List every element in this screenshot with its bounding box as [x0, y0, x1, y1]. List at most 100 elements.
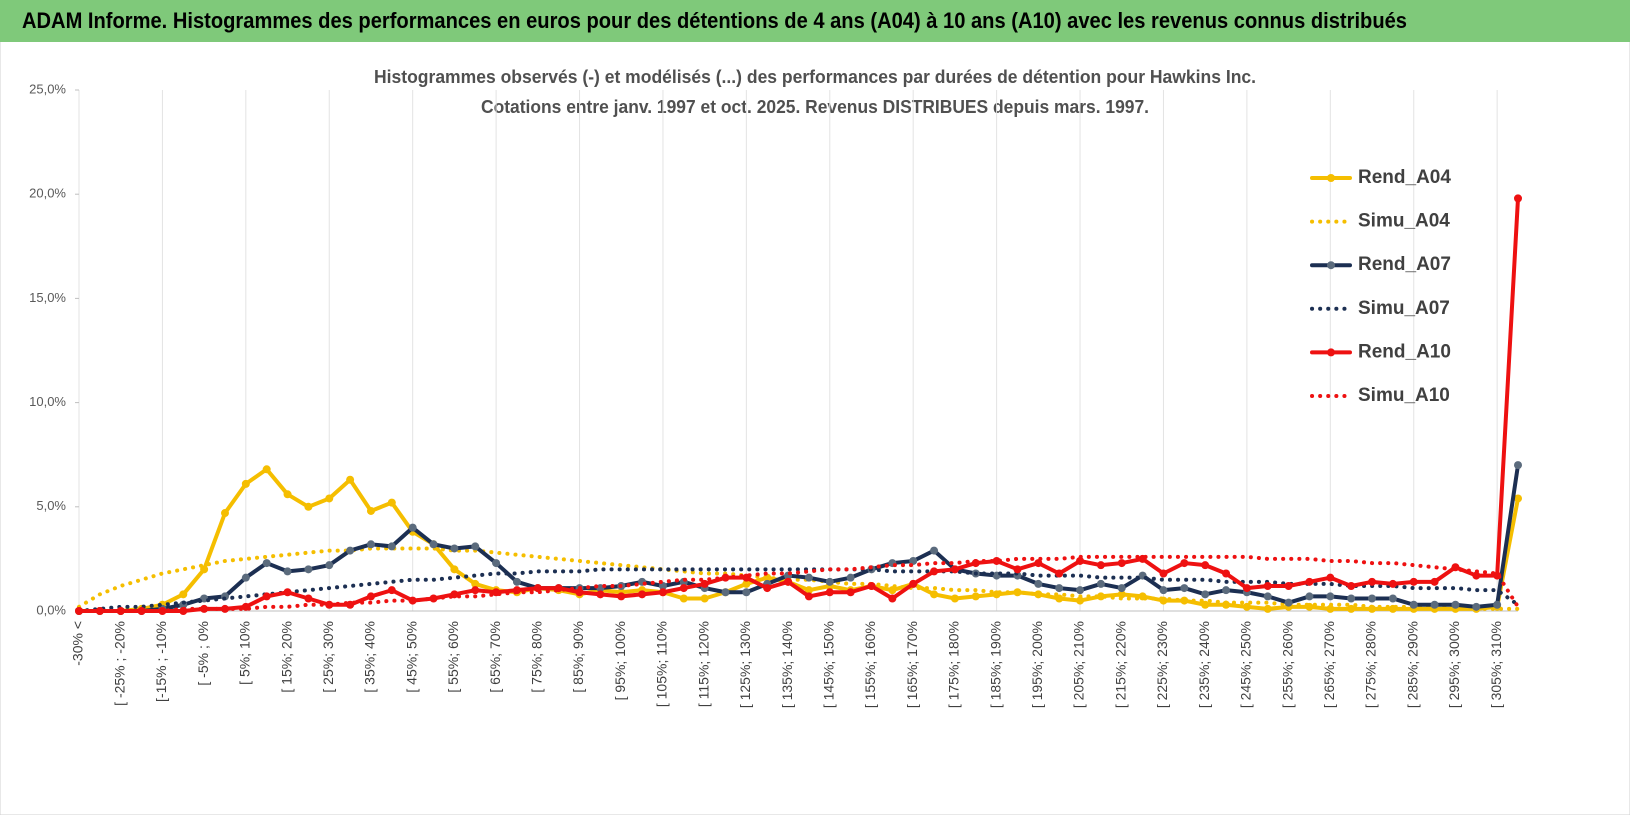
point [200, 604, 209, 613]
point [1096, 561, 1105, 570]
x-tick-label: [ 35%; 40% [362, 621, 378, 693]
header-bar [0, 0, 1630, 42]
point [804, 592, 813, 601]
point [1409, 600, 1418, 609]
point [1347, 581, 1356, 590]
legend-label: Rend_A07 [1358, 254, 1451, 275]
x-tick-label: [ 295%; 300% [1446, 621, 1462, 708]
point [909, 556, 918, 565]
x-tick-label: [ 85%; 90% [570, 621, 586, 693]
point [1430, 600, 1439, 609]
point [262, 559, 271, 568]
point [1180, 559, 1189, 568]
legend-label: Rend_A04 [1358, 167, 1451, 188]
y-tick-label: 10,0% [29, 394, 66, 409]
x-tick-label: -30% < [70, 621, 86, 666]
point [596, 590, 605, 599]
header-title: ADAM Informe. Histogrammes des performan… [22, 8, 1407, 33]
point [1242, 602, 1251, 611]
point [1451, 600, 1460, 609]
point [387, 586, 396, 595]
x-tick-label: [ 115%; 120% [695, 621, 711, 707]
point [95, 607, 104, 615]
point [930, 567, 939, 576]
point [283, 490, 292, 499]
point [1076, 596, 1085, 605]
simulated-line [77, 554, 1520, 613]
observed-line [77, 196, 1520, 613]
point [241, 573, 250, 582]
x-tick-label: [ 205%; 210% [1071, 621, 1087, 708]
point [408, 596, 417, 605]
point [617, 592, 626, 601]
point [575, 588, 584, 597]
point [1222, 586, 1231, 595]
point [304, 502, 313, 511]
point [742, 579, 751, 588]
point [1284, 598, 1293, 607]
x-tick-label: [ 75%; 80% [529, 621, 545, 693]
y-tick-label: 0,0% [36, 602, 66, 617]
point [366, 592, 375, 601]
point [658, 588, 667, 597]
point [1263, 604, 1272, 613]
point [450, 544, 459, 553]
point [262, 592, 271, 601]
point [1368, 594, 1377, 603]
x-tick-label: [ 5%; 10% [237, 621, 253, 685]
point [325, 561, 334, 570]
point [262, 465, 271, 474]
point [1493, 600, 1502, 609]
point [283, 588, 292, 597]
point [804, 586, 813, 595]
point [1347, 604, 1356, 613]
point [1242, 584, 1251, 593]
point [700, 579, 709, 588]
x-tick-label: [ -5% ; 0% [195, 621, 211, 686]
point [408, 523, 417, 532]
point [846, 573, 855, 582]
point [1326, 604, 1335, 613]
legend-label: Simu_A04 [1358, 211, 1450, 232]
point [930, 546, 939, 555]
x-tick-label: [ 195%; 200% [1029, 621, 1045, 708]
point [1472, 602, 1481, 611]
x-tick-label: [ 155%; 160% [862, 621, 878, 708]
point [1201, 590, 1210, 599]
point [1055, 569, 1064, 578]
observed-line [77, 467, 1520, 613]
y-tick-label: 20,0% [29, 186, 66, 201]
point [220, 509, 229, 518]
point [784, 577, 793, 586]
point [1201, 561, 1210, 570]
point [1472, 571, 1481, 580]
point [512, 577, 521, 586]
chart-subtitle: Cotations entre janv. 1997 et oct. 2025.… [481, 97, 1149, 117]
point [366, 506, 375, 515]
x-tick-label: [ -25% ; -20% [111, 621, 127, 706]
point [346, 546, 355, 555]
point [804, 573, 813, 582]
point [971, 592, 980, 601]
point [1034, 579, 1043, 588]
x-tick-label: [-15% ; -10% [153, 621, 169, 702]
point [304, 594, 313, 603]
point [1034, 559, 1043, 568]
point [1263, 592, 1272, 601]
point [825, 588, 834, 597]
x-tick-label: [ 225%; 230% [1154, 621, 1170, 708]
x-tick-label: [ 185%; 190% [987, 621, 1003, 708]
point [1222, 569, 1231, 578]
x-tick-label: [ 15%; 20% [278, 621, 294, 693]
x-tick-label: [ 215%; 220% [1112, 621, 1128, 708]
x-tick-label: [ 175%; 180% [946, 621, 962, 708]
point [387, 542, 396, 551]
point [700, 594, 709, 603]
x-tick-label: [ 255%; 260% [1279, 621, 1295, 708]
point [471, 579, 480, 588]
y-tick-label: 5,0% [36, 498, 66, 513]
x-tick-label: [ 275%; 280% [1363, 621, 1379, 708]
point [158, 607, 167, 615]
point [1055, 584, 1064, 593]
